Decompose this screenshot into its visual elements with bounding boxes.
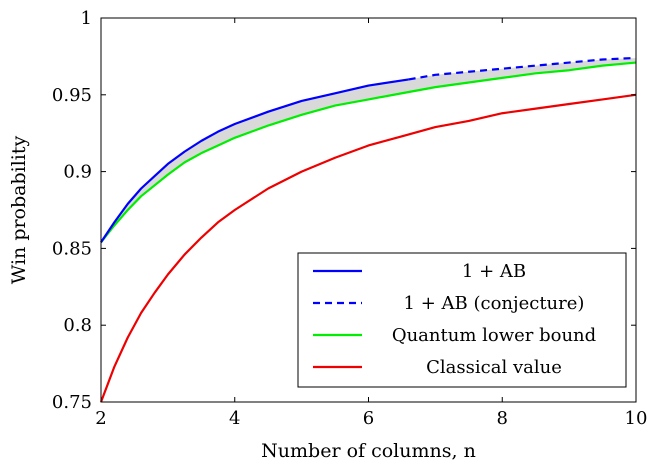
legend-label-1-ab: 1 + AB (462, 261, 526, 282)
series-line-1-ab (100, 78, 409, 243)
x-tick-label: 4 (229, 408, 240, 429)
x-tick-label: 2 (95, 408, 106, 429)
series-layer (99, 56, 637, 403)
y-tick-label: 0.85 (52, 238, 92, 259)
x-tick-label: 8 (497, 408, 508, 429)
shaded-gap-region-layer (101, 57, 636, 243)
y-axis-label: Win probability (8, 135, 30, 284)
y-axis-ticks: 0.75 0.8 0.85 0.9 0.95 1 (52, 8, 636, 413)
legend-label-quantum-lower-bound: Quantum lower bound (392, 325, 596, 346)
y-tick-label: 0.8 (63, 315, 92, 336)
y-tick-label: 0.75 (52, 392, 92, 413)
shaded-gap-region (101, 57, 636, 243)
legend: 1 + AB 1 + AB (conjecture) Quantum lower b… (297, 252, 627, 388)
legend-box (297, 252, 627, 388)
legend-label-1-ab-conjecture: 1 + AB (conjecture) (404, 293, 585, 314)
series-line-quantum-lower-bound (100, 61, 637, 243)
series-line-1-ab-conjecture (408, 56, 637, 81)
x-tick-label: 10 (625, 408, 648, 429)
series-line-classical-value (99, 93, 637, 403)
y-tick-label: 0.95 (52, 85, 92, 106)
y-tick-label: 1 (81, 8, 92, 29)
y-tick-label: 0.9 (63, 162, 92, 183)
legend-label-classical-value: Classical value (426, 357, 562, 378)
x-axis-label: Number of columns, n (261, 440, 476, 462)
x-tick-label: 6 (363, 408, 374, 429)
x-axis-ticks: 2 4 6 8 10 (95, 18, 647, 429)
